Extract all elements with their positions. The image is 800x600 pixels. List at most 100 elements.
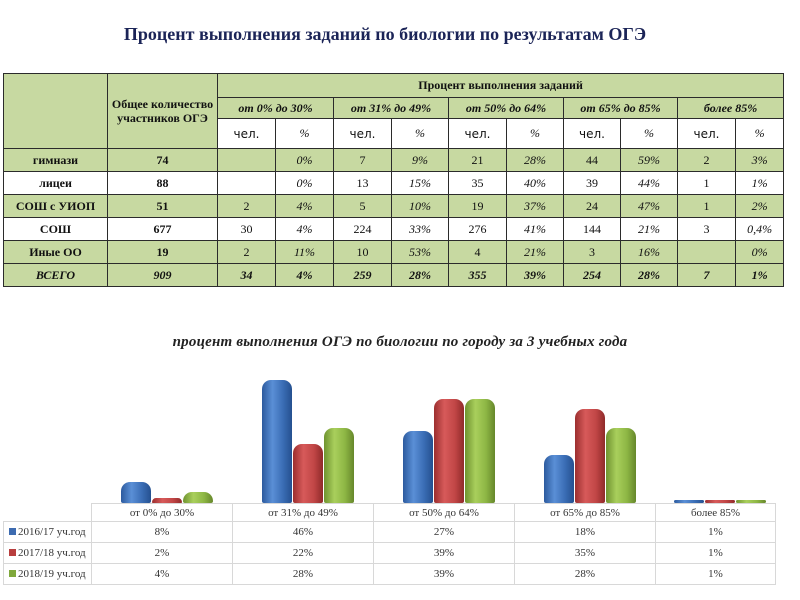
data-value: 1% (655, 542, 776, 564)
data-value: 39% (373, 542, 515, 564)
subheader-pct: % (506, 118, 564, 149)
data-value: 22% (232, 542, 374, 564)
data-value: 2% (91, 542, 233, 564)
subheader-people: чел. (448, 118, 507, 149)
data-value: 35% (514, 542, 656, 564)
series-row-2018-19: 2018/19 уч.год 4% 28% 39% 28% 1% (3, 563, 776, 585)
cell-count: 2 (677, 148, 736, 172)
cell-percent: 4% (275, 217, 334, 241)
data-value: 8% (91, 521, 233, 543)
cell-count: 276 (448, 217, 507, 241)
subheader-people: чел. (677, 118, 736, 149)
header-percent-group: Процент выполнения заданий (216, 73, 785, 98)
cell-percent: 11% (275, 240, 334, 264)
header-range-0: от 0% до 30% (217, 97, 334, 119)
legend-swatch-green-icon (9, 569, 16, 577)
bar-green (323, 428, 354, 503)
legend-label: 2018/19 уч.год (18, 568, 86, 580)
row-label: Иные ОО (3, 240, 108, 264)
row-label: СОШ с УИОП (3, 194, 108, 218)
cell-count: 34 (217, 263, 276, 287)
header-range-1: от 31% до 49% (333, 97, 449, 119)
bar-red (433, 398, 464, 503)
row-total: 909 (107, 263, 218, 287)
table-row: СОШ с УИОП 51 2 4% 5 10% 19 37% 24 47% 1 2% (3, 194, 785, 218)
cell-count: 7 (677, 263, 736, 287)
bar-blue (543, 454, 574, 503)
bar-red (574, 409, 605, 503)
legend-swatch-red-icon (9, 548, 16, 556)
table-row: Иные ОО 19 2 11% 10 53% 4 21% 3 16% 0% (3, 240, 785, 264)
row-total: 19 (107, 240, 218, 264)
cell-count: 3 (563, 240, 621, 264)
row-label: лицеи (3, 171, 108, 195)
table-row: гимнази 74 0% 7 9% 21 28% 44 59% 2 3% (3, 148, 785, 172)
cell-count: 5 (333, 194, 392, 218)
cell-count: 30 (217, 217, 276, 241)
cell-count: 1 (677, 171, 736, 195)
cell-count: 13 (333, 171, 392, 195)
cell-percent: 39% (506, 263, 564, 287)
cell-percent: 1% (734, 263, 785, 287)
data-value: 39% (373, 563, 515, 585)
bar-red (705, 500, 735, 503)
bar-green (464, 398, 495, 503)
cell-count: 1 (677, 194, 736, 218)
cell-count: 355 (448, 263, 507, 287)
legend-entry: 2017/18 уч.год (3, 542, 92, 564)
cell-percent: 16% (620, 240, 678, 264)
cell-percent: 28% (620, 263, 678, 287)
header-total-participants: Общее количество участников ОГЭ (107, 73, 218, 149)
table-row: лицеи 88 0% 13 15% 35 40% 39 44% 1 1% (3, 171, 785, 195)
data-value: 1% (655, 563, 776, 585)
cell-count: 254 (563, 263, 621, 287)
legend-entry: 2016/17 уч.год (3, 521, 92, 543)
row-total: 677 (107, 217, 218, 241)
row-label: гимнази (3, 148, 108, 172)
cell-percent: 0% (734, 240, 785, 264)
cell-percent: 28% (506, 148, 564, 172)
cell-percent: 21% (506, 240, 564, 264)
category-label: от 50% до 64% (373, 503, 515, 522)
row-total: 51 (107, 194, 218, 218)
legend-swatch-blue-icon (9, 527, 16, 535)
cell-count: 24 (563, 194, 621, 218)
cell-percent: 3% (734, 148, 785, 172)
data-value: 27% (373, 521, 515, 543)
data-value: 46% (232, 521, 374, 543)
table-row: ВСЕГО 909 34 4% 259 28% 355 39% 254 28% 7 1% (3, 263, 785, 287)
category-label: от 31% до 49% (232, 503, 374, 522)
cell-percent: 0% (275, 171, 334, 195)
bar-blue (674, 500, 704, 503)
cell-count: 7 (333, 148, 392, 172)
cell-percent: 33% (391, 217, 449, 241)
cell-count (677, 240, 736, 264)
subheader-people: чел. (563, 118, 621, 149)
category-label: от 0% до 30% (91, 503, 233, 522)
cell-count: 4 (448, 240, 507, 264)
series-row-2016-17: 2016/17 уч.год 8% 46% 27% 18% 1% (3, 521, 776, 543)
cell-count: 224 (333, 217, 392, 241)
subheader-pct: % (620, 118, 678, 149)
page-title: Процент выполнения заданий по биологии п… (123, 24, 647, 44)
chart-data-table: от 0% до 30% от 31% до 49% от 50% до 64%… (3, 503, 776, 585)
cell-count (217, 148, 276, 172)
category-label: от 65% до 85% (514, 503, 656, 522)
cell-percent: 10% (391, 194, 449, 218)
data-table-corner (3, 503, 92, 522)
subheader-pct: % (391, 118, 449, 149)
table-body: гимнази 74 0% 7 9% 21 28% 44 59% 2 3% лицеи 88 0% 13 15… (3, 148, 785, 287)
table-row: СОШ 677 30 4% 224 33% 276 41% 144 21% 3 0,4% (3, 217, 785, 241)
cell-count: 39 (563, 171, 621, 195)
cell-percent: 47% (620, 194, 678, 218)
bar-green (605, 428, 636, 503)
legend-label: 2017/18 уч.год (18, 547, 86, 559)
cell-percent: 21% (620, 217, 678, 241)
cell-count: 2 (217, 194, 276, 218)
bar-green (736, 500, 766, 503)
cell-percent: 2% (734, 194, 785, 218)
cell-percent: 4% (275, 194, 334, 218)
cell-count: 144 (563, 217, 621, 241)
cell-percent: 41% (506, 217, 564, 241)
subheader-pct: % (275, 118, 334, 149)
